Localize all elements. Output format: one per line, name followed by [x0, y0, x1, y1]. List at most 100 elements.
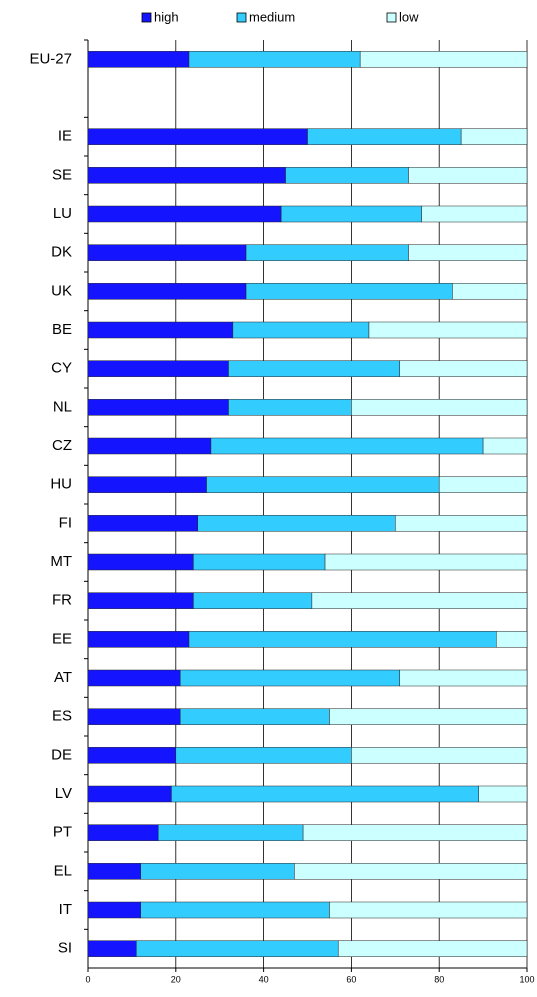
- bar-segment: [188, 631, 497, 648]
- bar-segment: [87, 244, 247, 261]
- bar-segment: [157, 824, 304, 841]
- y-tick-label: EE: [52, 630, 72, 647]
- bar-segment: [206, 476, 440, 493]
- bar-segment: [87, 283, 247, 300]
- y-tick-label: SI: [58, 940, 72, 957]
- y-tick-label: HU: [50, 476, 72, 493]
- bar-segment: [438, 476, 528, 493]
- y-tick-label: PT: [53, 824, 72, 841]
- y-tick-label: DE: [51, 746, 72, 763]
- y-tick-label: LU: [53, 205, 72, 222]
- bar-segment: [228, 360, 400, 377]
- y-tick-label: MT: [50, 553, 72, 570]
- bar-segment: [324, 553, 528, 571]
- bar-segment: [329, 901, 528, 919]
- bar-segment: [175, 747, 352, 764]
- bar-segment: [478, 785, 528, 803]
- bar-segment: [311, 592, 528, 609]
- y-tick-label: IE: [58, 128, 72, 145]
- bar-segment: [87, 205, 282, 223]
- x-tick-label: 20: [171, 974, 181, 984]
- bar-segment: [87, 669, 181, 687]
- bar-segment: [307, 128, 462, 145]
- x-tick-label: 100: [519, 974, 534, 984]
- bar-segment: [496, 631, 528, 648]
- legend-label: medium: [249, 9, 295, 24]
- bar-segment: [460, 128, 528, 145]
- bar-segment: [87, 167, 286, 184]
- bar-segment: [359, 51, 528, 68]
- y-tick-label: UK: [51, 282, 72, 299]
- bar-segment: [87, 747, 177, 764]
- y-tick-label: NL: [53, 398, 72, 415]
- y-tick-label: CY: [51, 360, 72, 377]
- bar-segment: [280, 205, 422, 223]
- bar-segment: [87, 592, 194, 609]
- bar-segment: [136, 940, 339, 957]
- bar-segment: [421, 205, 528, 223]
- bar-segment: [140, 901, 330, 919]
- y-tick-label: DK: [51, 244, 72, 261]
- bar-segment: [140, 863, 295, 880]
- legend-swatch: [236, 12, 247, 23]
- legend-label: high: [154, 9, 179, 24]
- bar-segment: [368, 321, 528, 339]
- x-tick-label: 40: [259, 974, 269, 984]
- bar-segment: [179, 708, 330, 725]
- legend-label: low: [399, 9, 419, 24]
- bar-segment: [87, 515, 198, 532]
- y-tick-label: EL: [54, 862, 72, 879]
- bar-segment: [452, 283, 528, 300]
- bar-segment: [87, 901, 141, 919]
- bar-segment: [87, 863, 141, 880]
- bar-segment: [87, 824, 159, 841]
- x-tick-label: 60: [346, 974, 356, 984]
- y-tick-label: EU-27: [29, 50, 72, 67]
- bar-segment: [197, 515, 396, 532]
- bar-segment: [87, 128, 308, 145]
- bar-segment: [87, 321, 234, 339]
- bar-segment: [87, 360, 229, 377]
- bar-segment: [351, 399, 528, 416]
- y-tick-label: IT: [59, 901, 72, 918]
- bar-segment: [399, 669, 528, 687]
- bar-segment: [87, 399, 229, 416]
- bar-segment: [87, 553, 194, 571]
- y-tick-label: FR: [52, 592, 72, 609]
- bar-segment: [228, 399, 352, 416]
- bar-segment: [193, 553, 326, 571]
- bar-segment: [285, 167, 409, 184]
- bar-segment: [482, 437, 528, 455]
- bar-segment: [302, 824, 528, 841]
- bar-segment: [408, 167, 528, 184]
- y-tick-label: CZ: [52, 437, 72, 454]
- bar-segment: [87, 708, 181, 725]
- bar-segment: [179, 669, 400, 687]
- bar-segment: [87, 476, 207, 493]
- bar-segment: [87, 785, 172, 803]
- x-tick-label: 0: [85, 974, 90, 984]
- bar-segment: [171, 785, 479, 803]
- bar-segment: [329, 708, 528, 725]
- bar-segment: [87, 437, 212, 455]
- bar-segment: [337, 940, 528, 957]
- bar-segment: [87, 51, 190, 68]
- bar-segment: [395, 515, 528, 532]
- bar-segment: [351, 747, 528, 764]
- legend-swatch: [386, 12, 397, 23]
- bar-segment: [232, 321, 370, 339]
- y-tick-label: AT: [54, 669, 72, 686]
- x-tick-label: 80: [434, 974, 444, 984]
- y-tick-label: SE: [52, 166, 72, 183]
- bar-segment: [193, 592, 313, 609]
- bar-segment: [245, 244, 409, 261]
- bar-segment: [210, 437, 484, 455]
- y-tick-label: BE: [52, 321, 72, 338]
- bar-segment: [408, 244, 528, 261]
- bar-segment: [87, 631, 190, 648]
- bar-segment: [188, 51, 361, 68]
- y-tick-label: ES: [52, 708, 72, 725]
- bar-segment: [245, 283, 453, 300]
- bar-segment: [399, 360, 528, 377]
